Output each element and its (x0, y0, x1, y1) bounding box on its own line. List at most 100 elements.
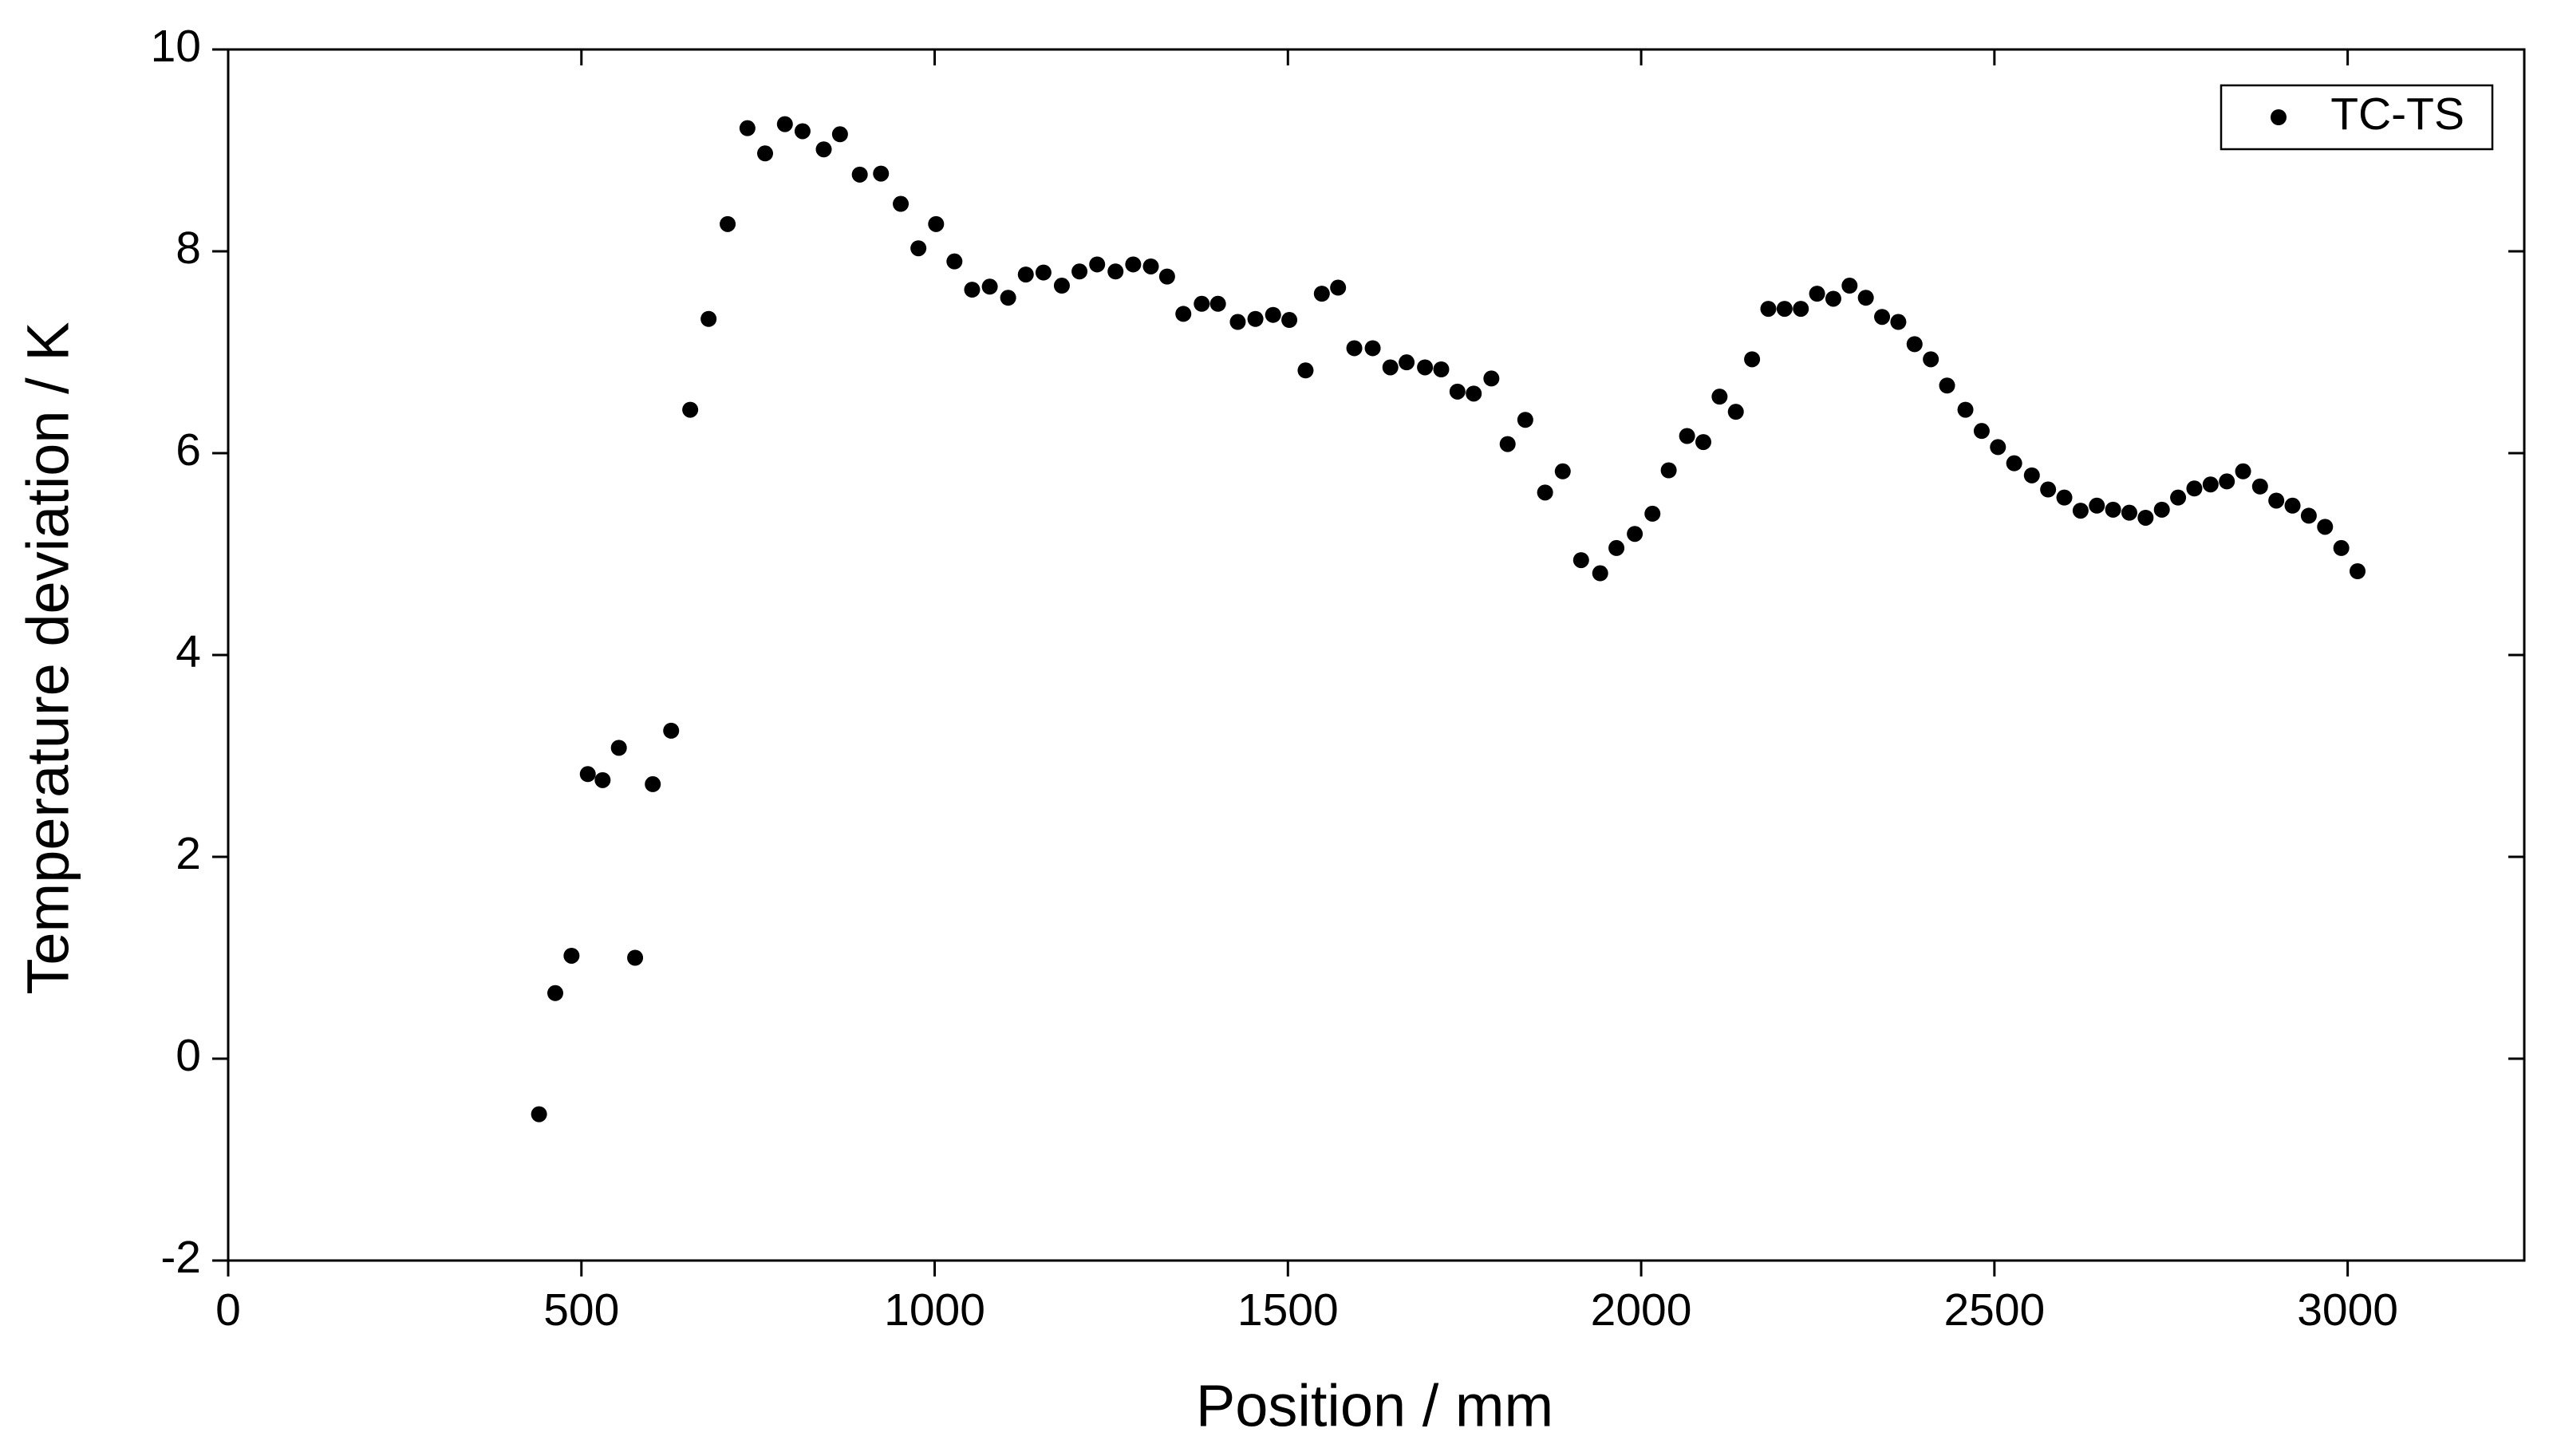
data-point (1229, 314, 1246, 330)
data-point (2006, 455, 2022, 472)
data-point (594, 771, 611, 788)
data-point (2333, 539, 2350, 556)
data-point (1695, 434, 1712, 451)
data-point (1071, 263, 1088, 280)
data-point (1727, 404, 1744, 420)
data-point (1679, 428, 1695, 444)
data-point (720, 215, 736, 232)
x-tick-label: 1500 (1237, 1284, 1339, 1336)
data-point (2251, 478, 2268, 495)
data-point (1466, 385, 1482, 402)
data-point (1939, 377, 1955, 394)
data-point (1346, 340, 1363, 357)
data-point (2317, 519, 2334, 535)
data-point (1744, 351, 1761, 368)
data-point (700, 310, 717, 327)
data-point (873, 165, 890, 182)
data-point (2300, 507, 2317, 524)
data-point (1399, 354, 1415, 371)
plot-frame (227, 48, 2526, 1262)
data-point (682, 401, 699, 418)
data-point (1660, 462, 1677, 479)
data-point (2350, 563, 2366, 580)
data-point (739, 120, 756, 136)
y-tick-label: 2 (176, 828, 201, 879)
data-point (1107, 263, 1124, 280)
data-point (1382, 359, 1399, 376)
x-axis-title: Position / mm (1196, 1373, 1553, 1439)
data-point (910, 240, 927, 257)
x-tick-label: 0 (215, 1284, 241, 1336)
data-point (1499, 436, 1516, 452)
data-point (1760, 301, 1777, 318)
data-point (831, 126, 848, 143)
data-point (547, 984, 564, 1001)
data-point (1142, 258, 1159, 274)
data-point (1053, 278, 1070, 294)
data-point (1209, 295, 1226, 312)
data-point (1125, 256, 1142, 273)
data-point (1330, 279, 1347, 296)
legend-marker (2271, 109, 2287, 125)
data-point (1000, 290, 1016, 306)
data-point (1809, 286, 1825, 302)
data-point (964, 282, 981, 298)
data-point (1906, 336, 1923, 353)
y-tick-label: 4 (176, 626, 201, 677)
data-point (928, 215, 945, 232)
data-point (1175, 306, 1192, 322)
x-tick-label: 1000 (884, 1284, 985, 1336)
data-point (1364, 340, 1381, 357)
data-point (2219, 473, 2235, 490)
data-point (1793, 301, 1809, 318)
data-point (1483, 370, 1500, 387)
data-point (1035, 264, 1052, 281)
data-point (1644, 505, 1661, 522)
legend-box (2220, 84, 2494, 151)
y-tick-label: -2 (160, 1232, 201, 1283)
x-tick-label: 3000 (2297, 1284, 2398, 1336)
data-point (1973, 423, 1990, 440)
data-point (1281, 312, 1298, 329)
data-point (1592, 565, 1608, 582)
data-point (1554, 463, 1571, 479)
data-point (2089, 497, 2105, 514)
data-point (776, 116, 793, 132)
y-axis-title: Temperature deviation / K (15, 322, 81, 994)
data-point (2105, 501, 2121, 518)
data-point (1449, 383, 1466, 400)
y-tick-label: 10 (151, 21, 201, 72)
data-point (851, 166, 868, 183)
data-point (981, 278, 998, 295)
data-point (1517, 412, 1533, 428)
data-point (1089, 256, 1106, 273)
data-point (2072, 503, 2089, 519)
data-point (1890, 314, 1907, 330)
data-point (1776, 301, 1793, 318)
data-point (1537, 484, 1553, 501)
data-point (1265, 306, 1281, 323)
data-point (1417, 359, 1434, 376)
data-point (2153, 501, 2170, 518)
data-point (1433, 361, 1450, 378)
data-point (2170, 489, 2187, 506)
data-point (1874, 309, 1891, 326)
data-point (2137, 509, 2154, 526)
data-point (1957, 401, 1974, 418)
legend-label: TC-TS (2330, 89, 2464, 140)
data-point (531, 1106, 547, 1123)
data-point (1990, 439, 2006, 456)
x-tick-label: 2500 (1943, 1284, 2045, 1336)
data-point (2235, 463, 2251, 479)
data-point (627, 949, 644, 966)
data-point (1158, 268, 1175, 285)
data-point (2186, 480, 2203, 497)
data-point (1017, 266, 1034, 283)
data-point (1923, 351, 1939, 368)
data-point (1297, 362, 1314, 379)
data-point (2040, 481, 2057, 498)
data-point (1711, 389, 1728, 405)
data-point (2023, 467, 2040, 483)
x-tick-label: 2000 (1591, 1284, 1692, 1336)
data-point (2121, 504, 2137, 521)
